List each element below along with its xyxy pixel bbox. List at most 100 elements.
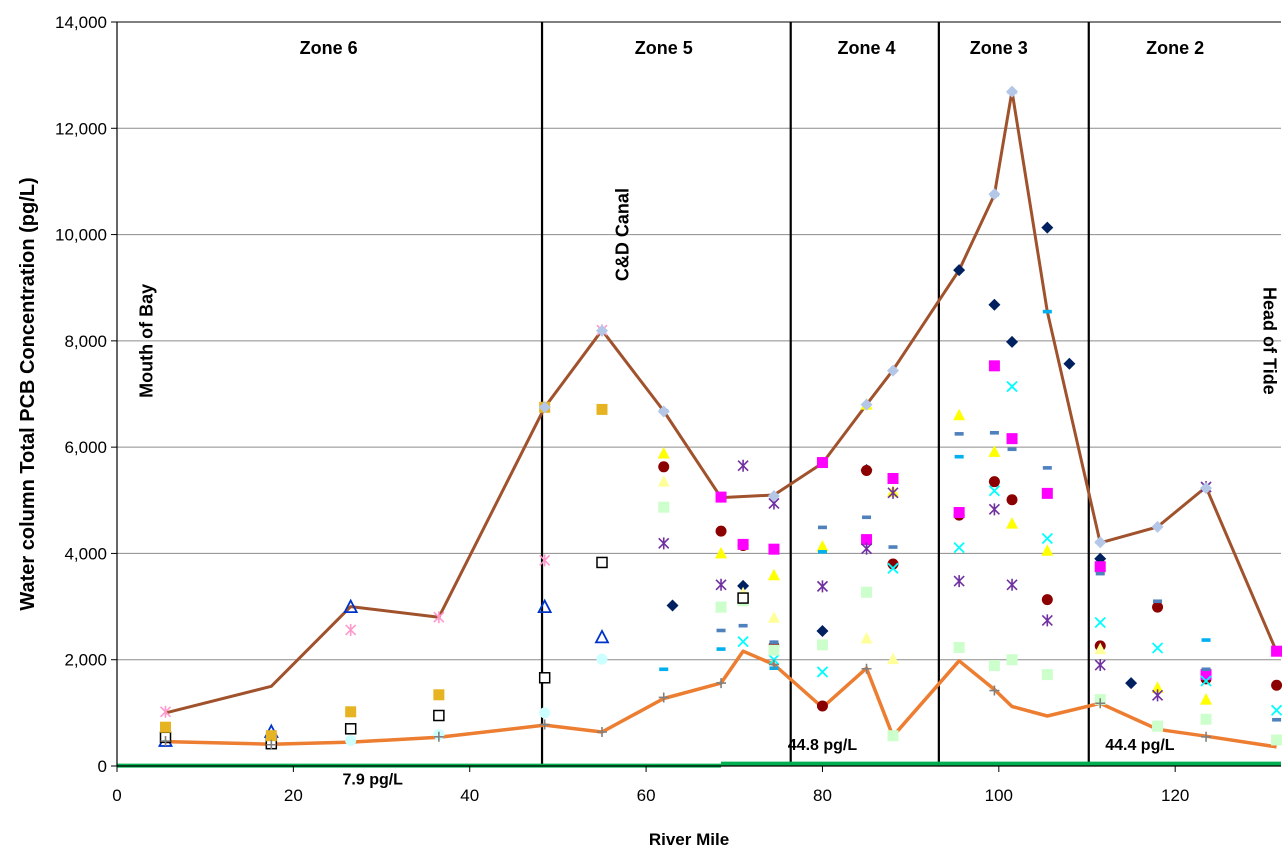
data-point: [666, 599, 679, 612]
y-tick-label: 0: [98, 757, 107, 776]
data-point: [657, 447, 670, 459]
data-point: [537, 598, 553, 614]
data-point: [716, 647, 726, 651]
x-tick-label: 60: [637, 786, 656, 805]
data-point: [1006, 85, 1019, 98]
zone-label: Zone 2: [1146, 38, 1204, 58]
data-point: [1125, 677, 1138, 690]
data-point: [1007, 447, 1017, 452]
data-point: [1200, 482, 1213, 495]
y-tick-label: 6,000: [64, 438, 107, 457]
data-point: [769, 640, 779, 644]
data-point: [715, 525, 727, 537]
chart-annotation: 44.4 pg/L: [1105, 737, 1175, 754]
x-tick-label: 80: [813, 786, 832, 805]
data-point: [657, 405, 670, 418]
data-point: [989, 685, 1000, 696]
min-concentration-line: [165, 649, 1277, 749]
data-point: [539, 707, 551, 719]
max-concentration-line: [165, 89, 1278, 715]
data-point: [1041, 221, 1054, 234]
data-point: [715, 578, 727, 591]
data-point: [1153, 599, 1163, 604]
data-point: [861, 534, 873, 546]
data-point: [887, 730, 899, 742]
y-tick-label: 4,000: [64, 544, 107, 563]
data-point: [159, 705, 172, 718]
data-point: [596, 324, 608, 337]
data-point: [816, 625, 829, 638]
data-point: [816, 700, 828, 712]
data-point: [1201, 667, 1211, 672]
data-point: [344, 723, 357, 735]
data-point: [1006, 578, 1018, 591]
data-point: [1094, 616, 1106, 629]
y-tick-label: 14,000: [55, 13, 107, 32]
data-point: [816, 580, 829, 593]
data-point: [539, 719, 550, 730]
zone-label: Zone 6: [300, 38, 358, 58]
data-point: [1200, 675, 1212, 687]
data-point: [767, 568, 780, 581]
data-point: [887, 364, 899, 377]
data-point: [768, 644, 780, 656]
y-tick-label: 12,000: [55, 119, 107, 138]
data-point: [160, 721, 171, 733]
data-point: [989, 430, 999, 435]
data-point: [596, 653, 608, 665]
data-point: [860, 542, 873, 555]
data-point: [887, 472, 899, 484]
data-point: [1042, 466, 1052, 470]
data-point: [1041, 532, 1053, 545]
data-point: [1272, 717, 1282, 722]
data-point: [1041, 669, 1053, 681]
data-point: [954, 454, 964, 459]
data-point: [817, 550, 827, 554]
chart-annotation: Mouth of Bay: [136, 284, 156, 398]
data-point: [433, 731, 444, 742]
data-point: [1095, 571, 1105, 576]
data-point: [160, 736, 171, 747]
data-point: [433, 689, 445, 701]
data-point: [596, 403, 608, 415]
data-point: [953, 507, 965, 519]
zone-label: Zone 3: [970, 38, 1028, 58]
data-point: [1006, 494, 1018, 506]
data-point: [1271, 679, 1282, 691]
data-point: [887, 486, 899, 499]
data-point: [888, 545, 898, 549]
data-point: [861, 586, 873, 598]
chart-annotation: 44.8 pg/L: [788, 737, 858, 754]
chart-annotation: 7.9 pg/L: [343, 772, 404, 789]
data-point: [860, 631, 873, 644]
data-point: [1094, 659, 1106, 672]
data-point: [266, 739, 277, 750]
data-point: [953, 641, 965, 653]
data-point: [1041, 614, 1053, 627]
data-point: [861, 663, 872, 674]
data-point: [1094, 561, 1106, 573]
data-point: [767, 611, 780, 623]
data-point: [738, 623, 748, 628]
data-point: [988, 360, 1000, 372]
data-point: [1200, 693, 1213, 705]
chart-annotation: C&D Canal: [612, 188, 632, 281]
data-point: [1006, 380, 1018, 393]
data-point: [737, 538, 749, 550]
data-point: [1041, 594, 1053, 606]
data-point: [345, 706, 357, 718]
x-tick-label: 100: [985, 786, 1013, 805]
data-point: [659, 667, 669, 672]
data-point: [816, 540, 829, 552]
data-point: [737, 592, 749, 604]
data-point: [343, 598, 359, 614]
axes: 0 2,000 4,000 6,000 8,000 10,000 12,000 14,000 0…: [55, 13, 1281, 805]
data-point: [1094, 536, 1107, 549]
data-point: [737, 459, 749, 472]
data-point: [345, 623, 357, 636]
data-point: [1200, 669, 1212, 681]
data-point: [658, 537, 670, 550]
data-point: [1041, 487, 1053, 499]
data-point: [816, 639, 828, 651]
data-point: [345, 734, 357, 746]
